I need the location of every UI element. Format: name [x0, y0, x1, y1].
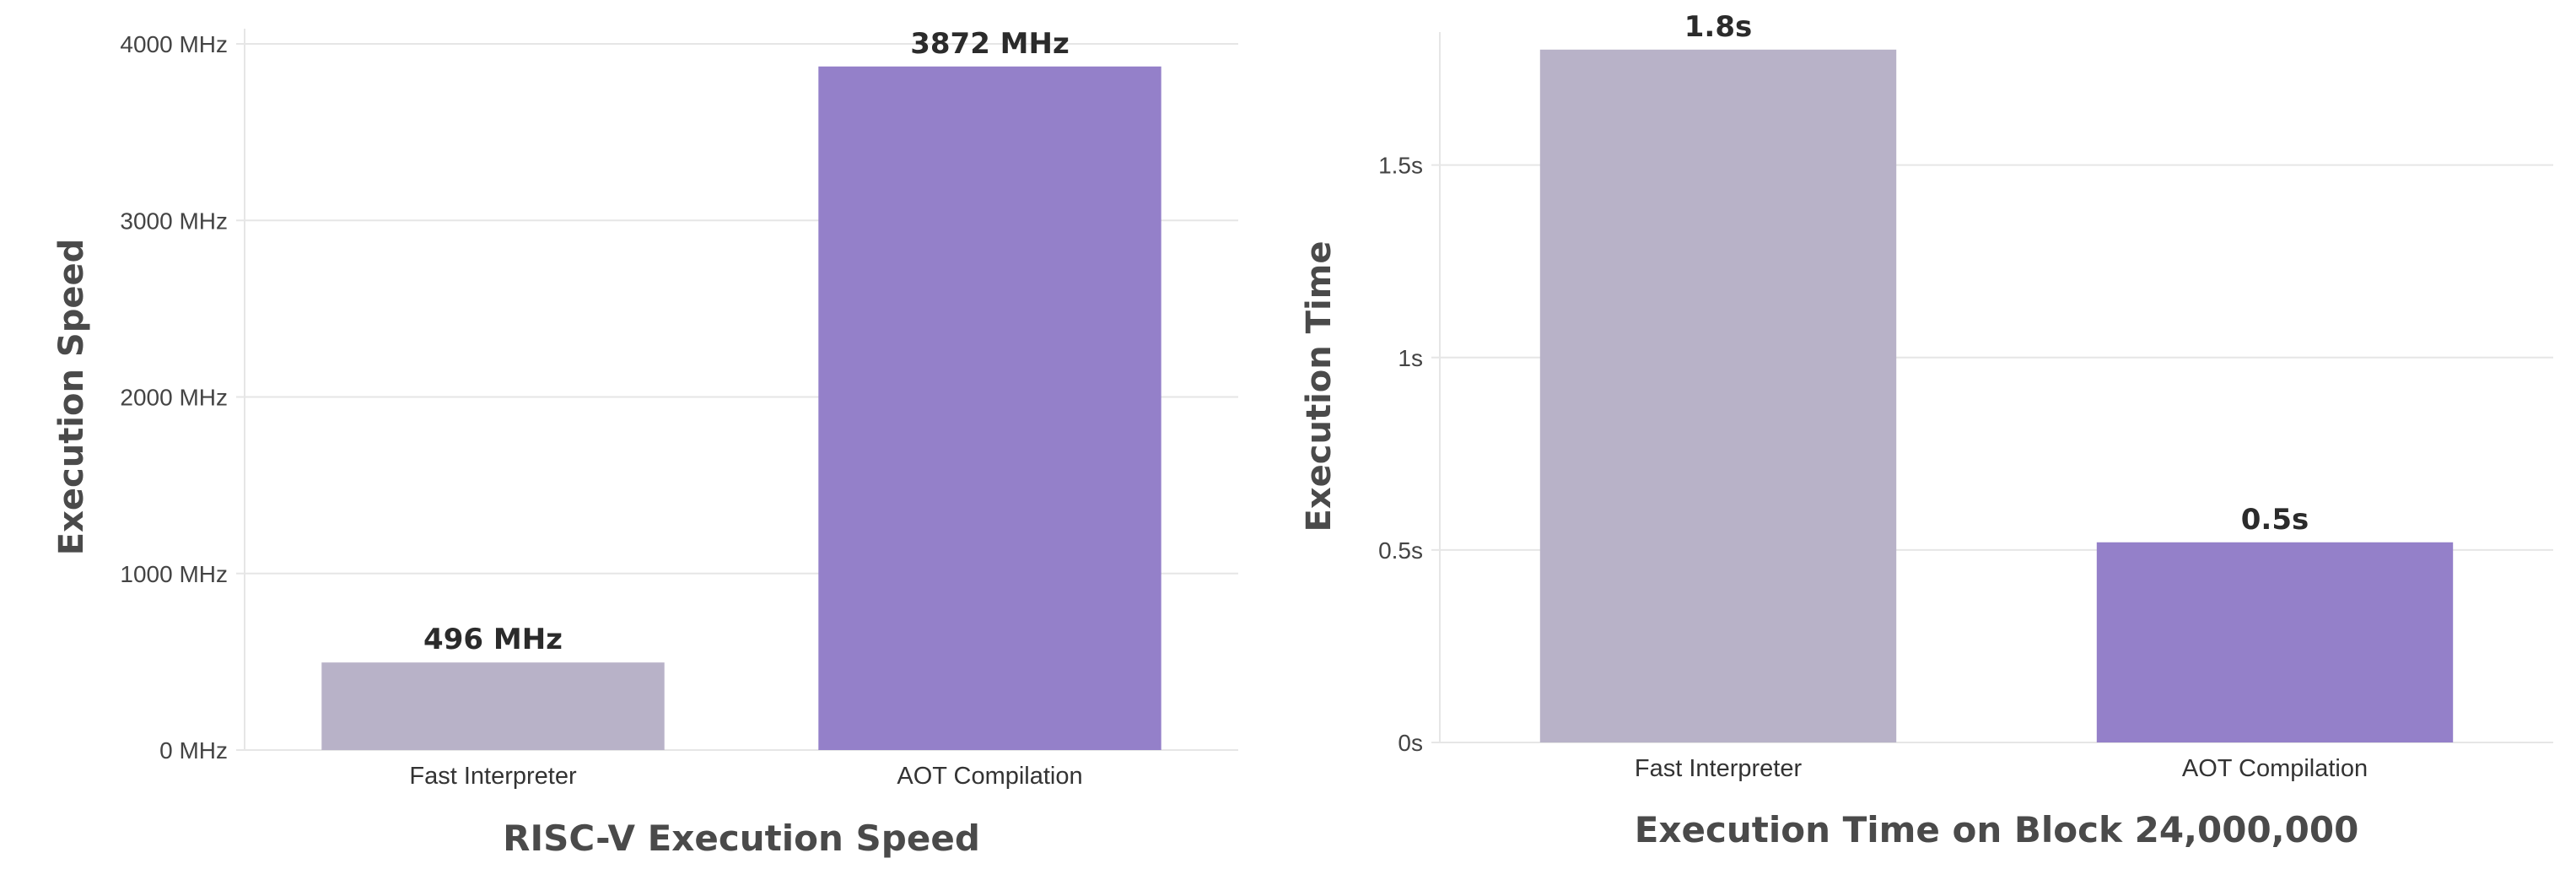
- x-category-label: AOT Compilation: [897, 763, 1082, 790]
- bar: [321, 662, 665, 750]
- bar: [1539, 49, 1897, 743]
- bar-data-label: 3872 MHz: [910, 27, 1070, 61]
- x-category-label: AOT Compilation: [2182, 755, 2368, 782]
- bar-data-label: 496 MHz: [423, 623, 563, 656]
- execution-time-chart: 0s 0.5s 1s 1.5s 1.8s Fast Interpreter 0.5s AOT …: [1288, 0, 2576, 896]
- x-category-label: Fast Interpreter: [1635, 755, 1803, 782]
- x-category-label: Fast Interpreter: [409, 763, 577, 790]
- bar-data-label: 1.8s: [1684, 10, 1752, 44]
- y-tick-label: 3000 MHz: [120, 208, 228, 234]
- execution-speed-chart-svg: 0 MHz 1000 MHz 2000 MHz 3000 MHz 4000 MHz 496…: [52, 27, 1238, 859]
- execution-time-chart-svg: 0s 0.5s 1s 1.5s 1.8s Fast Interpreter 0.5s AOT …: [1300, 10, 2553, 850]
- y-tick-label: 4000 MHz: [120, 31, 228, 57]
- y-tick-label: 1000 MHz: [120, 561, 228, 587]
- y-tick-label: 1.5s: [1378, 153, 1423, 179]
- bar: [818, 66, 1161, 750]
- y-tick-label: 0s: [1398, 730, 1423, 756]
- y-axis-title: Execution Speed: [52, 239, 91, 556]
- bar-data-label: 0.5s: [2241, 503, 2309, 537]
- chart-title: Execution Time on Block 24,000,000: [1635, 809, 2359, 850]
- execution-speed-chart: 0 MHz 1000 MHz 2000 MHz 3000 MHz 4000 MHz 496…: [52, 27, 1238, 859]
- y-tick-label: 0.5s: [1378, 537, 1423, 564]
- y-tick-label: 1s: [1398, 345, 1423, 371]
- chart-title: RISC-V Execution Speed: [503, 818, 980, 859]
- bar: [2096, 542, 2454, 742]
- y-tick-label: 2000 MHz: [120, 385, 228, 411]
- y-axis-title: Execution Time: [1300, 241, 1339, 532]
- y-tick-label: 0 MHz: [159, 737, 228, 764]
